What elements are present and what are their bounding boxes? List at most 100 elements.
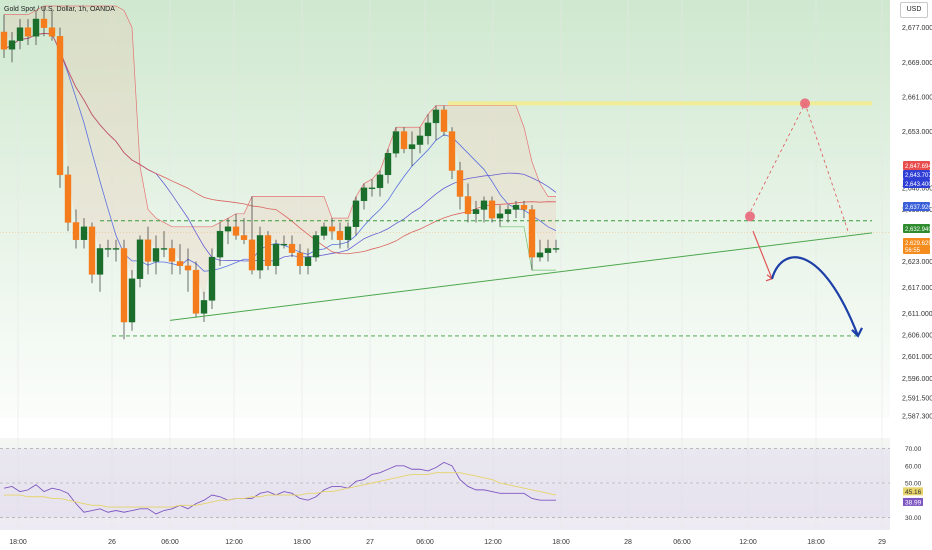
time-tick-label: 29 <box>878 539 886 546</box>
rsi-tick-label: 45.16 <box>905 489 922 496</box>
candle-body <box>248 239 256 271</box>
candle-body <box>160 248 168 250</box>
candle-body <box>272 243 280 266</box>
candle-body <box>288 243 296 253</box>
rsi-ma-line <box>4 472 557 508</box>
candle-body <box>352 200 360 228</box>
candle-body <box>496 213 504 219</box>
time-tick-label: 12:00 <box>739 539 757 546</box>
price-label-text: 2,632.949 <box>905 227 932 233</box>
price-label-badge <box>903 179 930 188</box>
candle-body <box>344 226 352 240</box>
candle-body <box>16 27 24 41</box>
time-tick-label: 12:00 <box>225 539 243 546</box>
time-tick-label: 28 <box>624 539 632 546</box>
candle-body <box>280 243 288 246</box>
candle-body <box>88 226 96 275</box>
price-tick-label: 2,587.300 <box>902 414 932 421</box>
candle-body <box>440 109 448 132</box>
rsi-tick-label: 30.00 <box>905 515 922 522</box>
rsi-tick-label: 60.00 <box>905 463 922 470</box>
candle-body <box>240 235 248 240</box>
candle-body <box>512 204 520 210</box>
candle-body <box>112 248 120 250</box>
candle-body <box>256 235 264 271</box>
candle-body <box>296 252 304 266</box>
candle-body <box>400 131 408 150</box>
pane-separator <box>0 418 932 438</box>
candle-body <box>456 170 464 197</box>
price-tick-label: 2,596.000 <box>902 376 932 383</box>
candle-body <box>56 36 64 176</box>
price-label-badge <box>903 238 930 247</box>
candle-body <box>544 248 552 253</box>
time-tick-label: 06:00 <box>416 539 434 546</box>
price-label-badge <box>903 245 930 254</box>
candle-body <box>464 196 472 215</box>
time-axis[interactable]: 18:00 26 06:00 12:00 18:00 27 06:00 12:00 18:00 2… <box>9 539 886 546</box>
candle-body <box>176 261 184 266</box>
candle-body <box>304 256 312 266</box>
bearish-blue-arrowhead <box>851 327 863 338</box>
rising-trendline <box>169 232 873 321</box>
candle-body <box>8 40 16 50</box>
time-tick-label: 12:00 <box>484 539 502 546</box>
price-tick-label: 2,606.000 <box>902 333 932 340</box>
candle-body <box>64 174 72 223</box>
candle-body <box>72 222 80 240</box>
projection-point-marker <box>745 211 755 222</box>
time-tick-label: 06:00 <box>161 539 179 546</box>
ichimoku-cloud <box>4 5 556 301</box>
price-tick-label: 2,669.000 <box>902 60 932 67</box>
candle-body <box>40 18 48 28</box>
price-tick-label: 2,623.000 <box>902 259 932 266</box>
price-axis[interactable]: 2,677.000 2,669.000 2,661.000 2,653.000 2,64… <box>902 25 932 420</box>
candle-body <box>216 230 224 258</box>
candle-body <box>384 153 392 176</box>
moving-average-line <box>3 33 557 272</box>
candle-body <box>80 226 88 240</box>
candle-body <box>320 226 328 236</box>
currency-selector[interactable]: USD <box>900 2 928 18</box>
candle-body <box>552 248 560 250</box>
rsi-tick-label: 38.99 <box>905 499 922 506</box>
candle-body <box>480 200 488 210</box>
symbol-title[interactable]: Gold Spot / U.S. Dollar, 1h, OANDA <box>4 6 115 13</box>
price-label-text: 2,629.629 <box>905 241 932 247</box>
drawing-annotations[interactable] <box>169 98 873 338</box>
candle-body <box>32 18 40 37</box>
price-tick-label: 2,661.000 <box>902 94 932 101</box>
candle-body <box>472 209 480 215</box>
candle-body <box>144 239 152 262</box>
cloud-area <box>4 6 556 301</box>
candle-body <box>96 248 104 275</box>
time-tick-label: 26 <box>108 539 116 546</box>
price-label-badge <box>903 202 930 211</box>
price-tick-label: 2,653.000 <box>902 129 932 136</box>
candle-body <box>368 187 376 190</box>
candle-body <box>24 27 32 37</box>
time-tick-label: 06:00 <box>673 539 691 546</box>
candle-body <box>120 248 128 323</box>
time-tick-label: 18:00 <box>552 539 570 546</box>
candle-body <box>192 269 200 314</box>
candle-body <box>200 300 208 314</box>
time-tick-label: 18:00 <box>293 539 311 546</box>
price-label-text: 2,643.400 <box>905 182 932 188</box>
candle-body <box>528 209 536 258</box>
moving-average-lines <box>3 33 557 272</box>
candle-body <box>136 239 144 279</box>
candle-body <box>488 200 496 219</box>
rsi-indicator <box>0 448 890 518</box>
grid <box>17 0 883 530</box>
rsi-line <box>3 461 556 515</box>
main-pane-background <box>0 0 890 418</box>
price-label-text: 2,643.707 <box>905 173 932 179</box>
cloud-upper-line <box>4 5 556 228</box>
price-label-text: 2,637.926 <box>905 205 932 211</box>
candle-body <box>328 226 336 232</box>
candle-body <box>536 252 544 258</box>
candle-body <box>152 248 160 262</box>
candle-body <box>424 122 432 137</box>
